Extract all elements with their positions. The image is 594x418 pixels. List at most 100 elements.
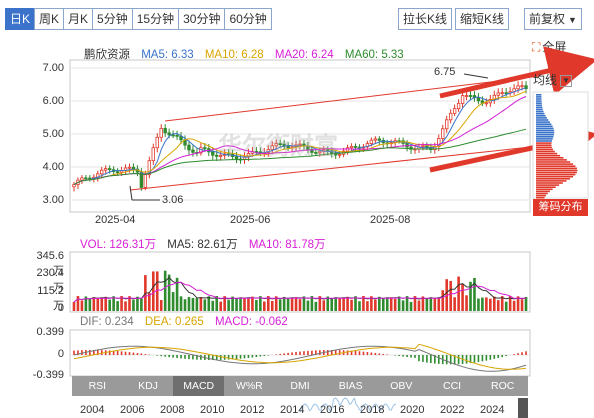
macd-bar — [307, 350, 309, 355]
volume-bar — [92, 297, 96, 311]
ma60-legend: MA60: 5.33 — [344, 49, 404, 61]
indicator-tab[interactable]: BIAS — [338, 380, 363, 392]
indicator-tab[interactable]: ROC — [491, 380, 515, 392]
volume-bar — [302, 296, 306, 311]
adjust-dropdown-label: 前复权 — [529, 12, 566, 26]
chip-bar — [536, 196, 545, 199]
volume-bar — [294, 297, 298, 311]
macd-bar — [164, 355, 166, 357]
macd-bar — [108, 350, 111, 355]
dea-value: DEA: 0.265 — [144, 316, 204, 328]
macd-bar — [457, 355, 460, 365]
chip-bar — [536, 138, 553, 140]
macd-bar — [124, 351, 127, 355]
candle-body — [191, 149, 195, 153]
indicator-tab[interactable]: W%R — [235, 380, 263, 392]
candle-body — [373, 138, 378, 141]
volume-bar — [263, 301, 266, 311]
period-tab[interactable]: 周K — [34, 8, 65, 30]
dif-value: DIF: 0.234 — [80, 316, 134, 328]
avg-line-selector[interactable]: 均线 ▼ — [533, 71, 573, 88]
indicator-tab[interactable]: RSI — [88, 380, 107, 392]
period-tab[interactable]: 30分钟 — [178, 8, 226, 30]
chip-bar — [536, 115, 546, 117]
macd-bar — [418, 355, 420, 362]
shorten-kline-button[interactable]: 缩短K线 — [455, 8, 510, 30]
volume-bar — [270, 300, 274, 311]
chip-bar — [536, 192, 548, 195]
macd-bar — [410, 355, 412, 358]
volume-bar — [310, 296, 314, 311]
chip-bar — [536, 123, 552, 125]
vol-ma5: MA5: 82.61万 — [167, 239, 238, 251]
macd-bar — [235, 355, 238, 360]
volume-bar — [374, 299, 377, 311]
volume-bar — [286, 298, 290, 311]
timeline-year: 2022 — [440, 404, 465, 416]
adjust-dropdown[interactable]: 前复权 ▼ — [524, 8, 582, 30]
chip-bar — [536, 94, 542, 96]
chip-distribution-button[interactable]: 筹码分布 — [533, 199, 588, 216]
volume-bar — [500, 296, 504, 311]
indicator-tab[interactable]: MACD — [173, 376, 225, 396]
high-marker-line — [463, 73, 489, 79]
macd-y-tick: 0.399 — [36, 326, 64, 338]
candle-body — [107, 168, 112, 171]
macd-bar — [505, 355, 507, 357]
candle-body — [72, 184, 76, 188]
timeline-year: 2004 — [80, 404, 105, 416]
candle-body — [429, 146, 433, 150]
macd-bar — [513, 354, 515, 355]
candle-body — [167, 132, 171, 136]
indicator-tab[interactable]: KDJ — [138, 380, 158, 392]
macd-bar — [469, 355, 472, 364]
indicator-tab[interactable]: DMI — [290, 380, 310, 392]
volume-bar — [504, 301, 508, 311]
volume-bar — [290, 297, 294, 311]
volume-bar — [120, 296, 123, 311]
volume-bar — [314, 301, 318, 311]
volume-bar — [227, 300, 230, 311]
period-tab[interactable]: 5分钟 — [92, 8, 133, 30]
volume-bar — [167, 274, 171, 311]
stretch-kline-button[interactable]: 拉长K线 — [398, 8, 453, 30]
macd-bar — [168, 355, 170, 358]
timeline-year: 2016 — [320, 404, 345, 416]
chip-bar — [536, 148, 553, 151]
chip-bar — [536, 131, 555, 134]
indicator-tab[interactable]: CCI — [442, 380, 462, 392]
candle-body — [445, 119, 449, 130]
period-tab[interactable]: 月K — [63, 8, 94, 30]
candle-body — [314, 152, 318, 154]
chip-bar — [536, 127, 554, 130]
indicator-tabs: RSI KDJ MACD W%R DMI BIAS OBV CCI ROC — [72, 376, 528, 396]
volume-bar — [465, 295, 468, 311]
volume-bar — [163, 270, 167, 311]
indicator-tab[interactable]: OBV — [390, 380, 413, 392]
macd-bar — [287, 352, 289, 355]
channel-top-line — [164, 75, 541, 122]
period-tab[interactable]: 60分钟 — [224, 8, 272, 30]
macd-bar — [465, 355, 468, 364]
ma10-legend: MA10: 6.28 — [204, 49, 264, 61]
volume-bar — [445, 279, 449, 311]
volume-bar — [481, 297, 484, 311]
volume-bar — [108, 299, 111, 311]
macd-bar — [291, 352, 293, 355]
macd-bar — [445, 355, 448, 365]
macd-bar — [279, 353, 281, 355]
candle-body — [460, 95, 465, 104]
volume-bar — [378, 296, 381, 311]
volume-ma10-line — [73, 281, 526, 303]
chip-bar — [536, 188, 553, 191]
ma5-line — [73, 87, 527, 186]
macd-bar — [386, 354, 389, 355]
volume-bar — [100, 298, 104, 311]
volume-bar — [84, 296, 88, 311]
timeline-scroll-handle[interactable] — [518, 398, 528, 418]
volume-bar — [88, 299, 92, 311]
volume-bar — [350, 299, 353, 311]
period-tab[interactable]: 15分钟 — [131, 8, 180, 30]
vol-y-tick: 345.6万 — [36, 250, 64, 277]
macd-bar — [330, 349, 333, 355]
